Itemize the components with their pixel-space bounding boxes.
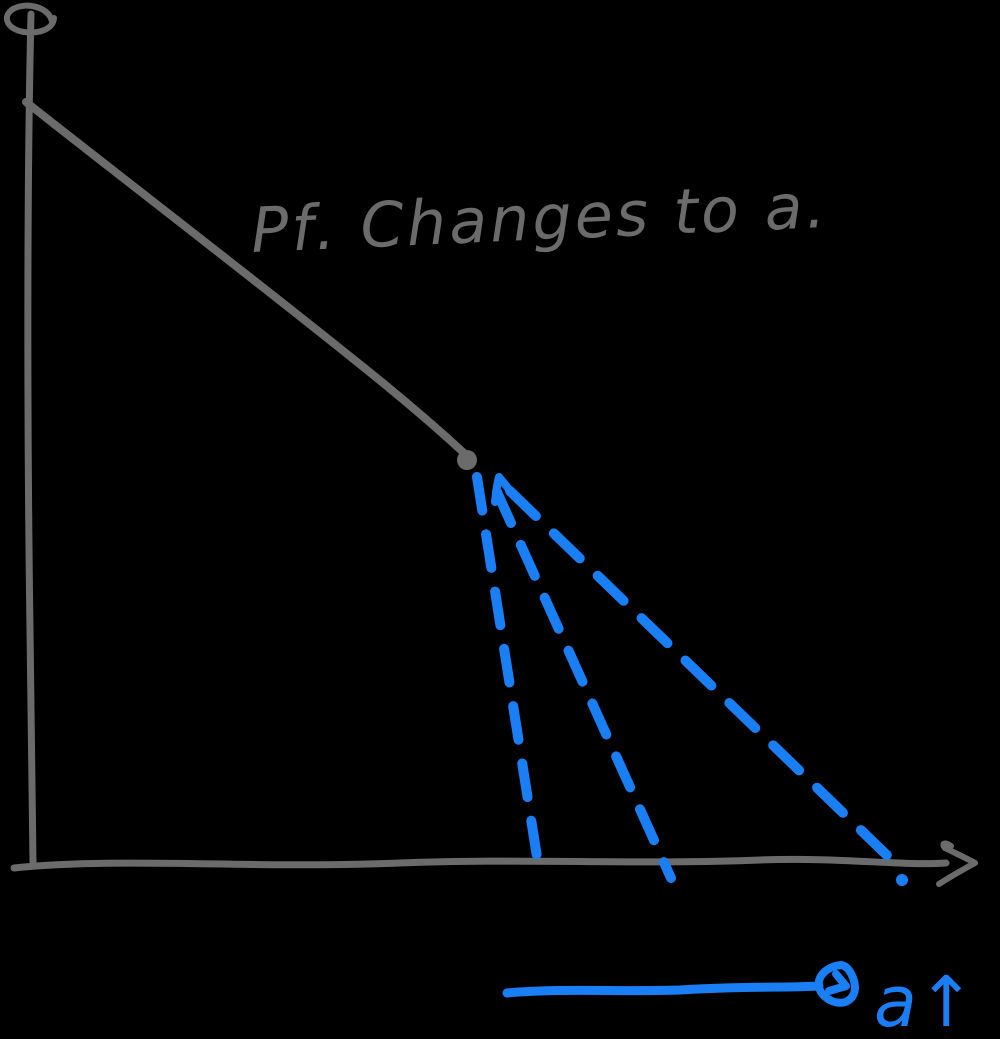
x-axis-line [10,855,950,872]
title-annotation: Pf. Changes to a. [249,169,829,267]
a-increase-label: a↑ [874,961,976,1039]
axes [3,2,978,887]
budget-line [22,98,470,459]
pivot-line-steep [472,472,542,862]
pivot-line-endpoint-dot [896,874,908,886]
y-axis-loop-arrowhead-icon [3,2,57,36]
shift-arrow [502,961,859,1007]
pivoted-dashed-lines [472,472,908,886]
shift-arrowhead-icon [814,961,859,1007]
pivot-origin-arrowhead-icon [491,473,518,506]
y-axis-line [24,10,37,866]
pivot-line-middle [492,487,676,883]
pivot-point [457,450,477,470]
shift-arrow-line [502,981,824,998]
x-axis-arrowhead-icon [936,840,978,887]
pivot-line-shallow [505,486,901,869]
